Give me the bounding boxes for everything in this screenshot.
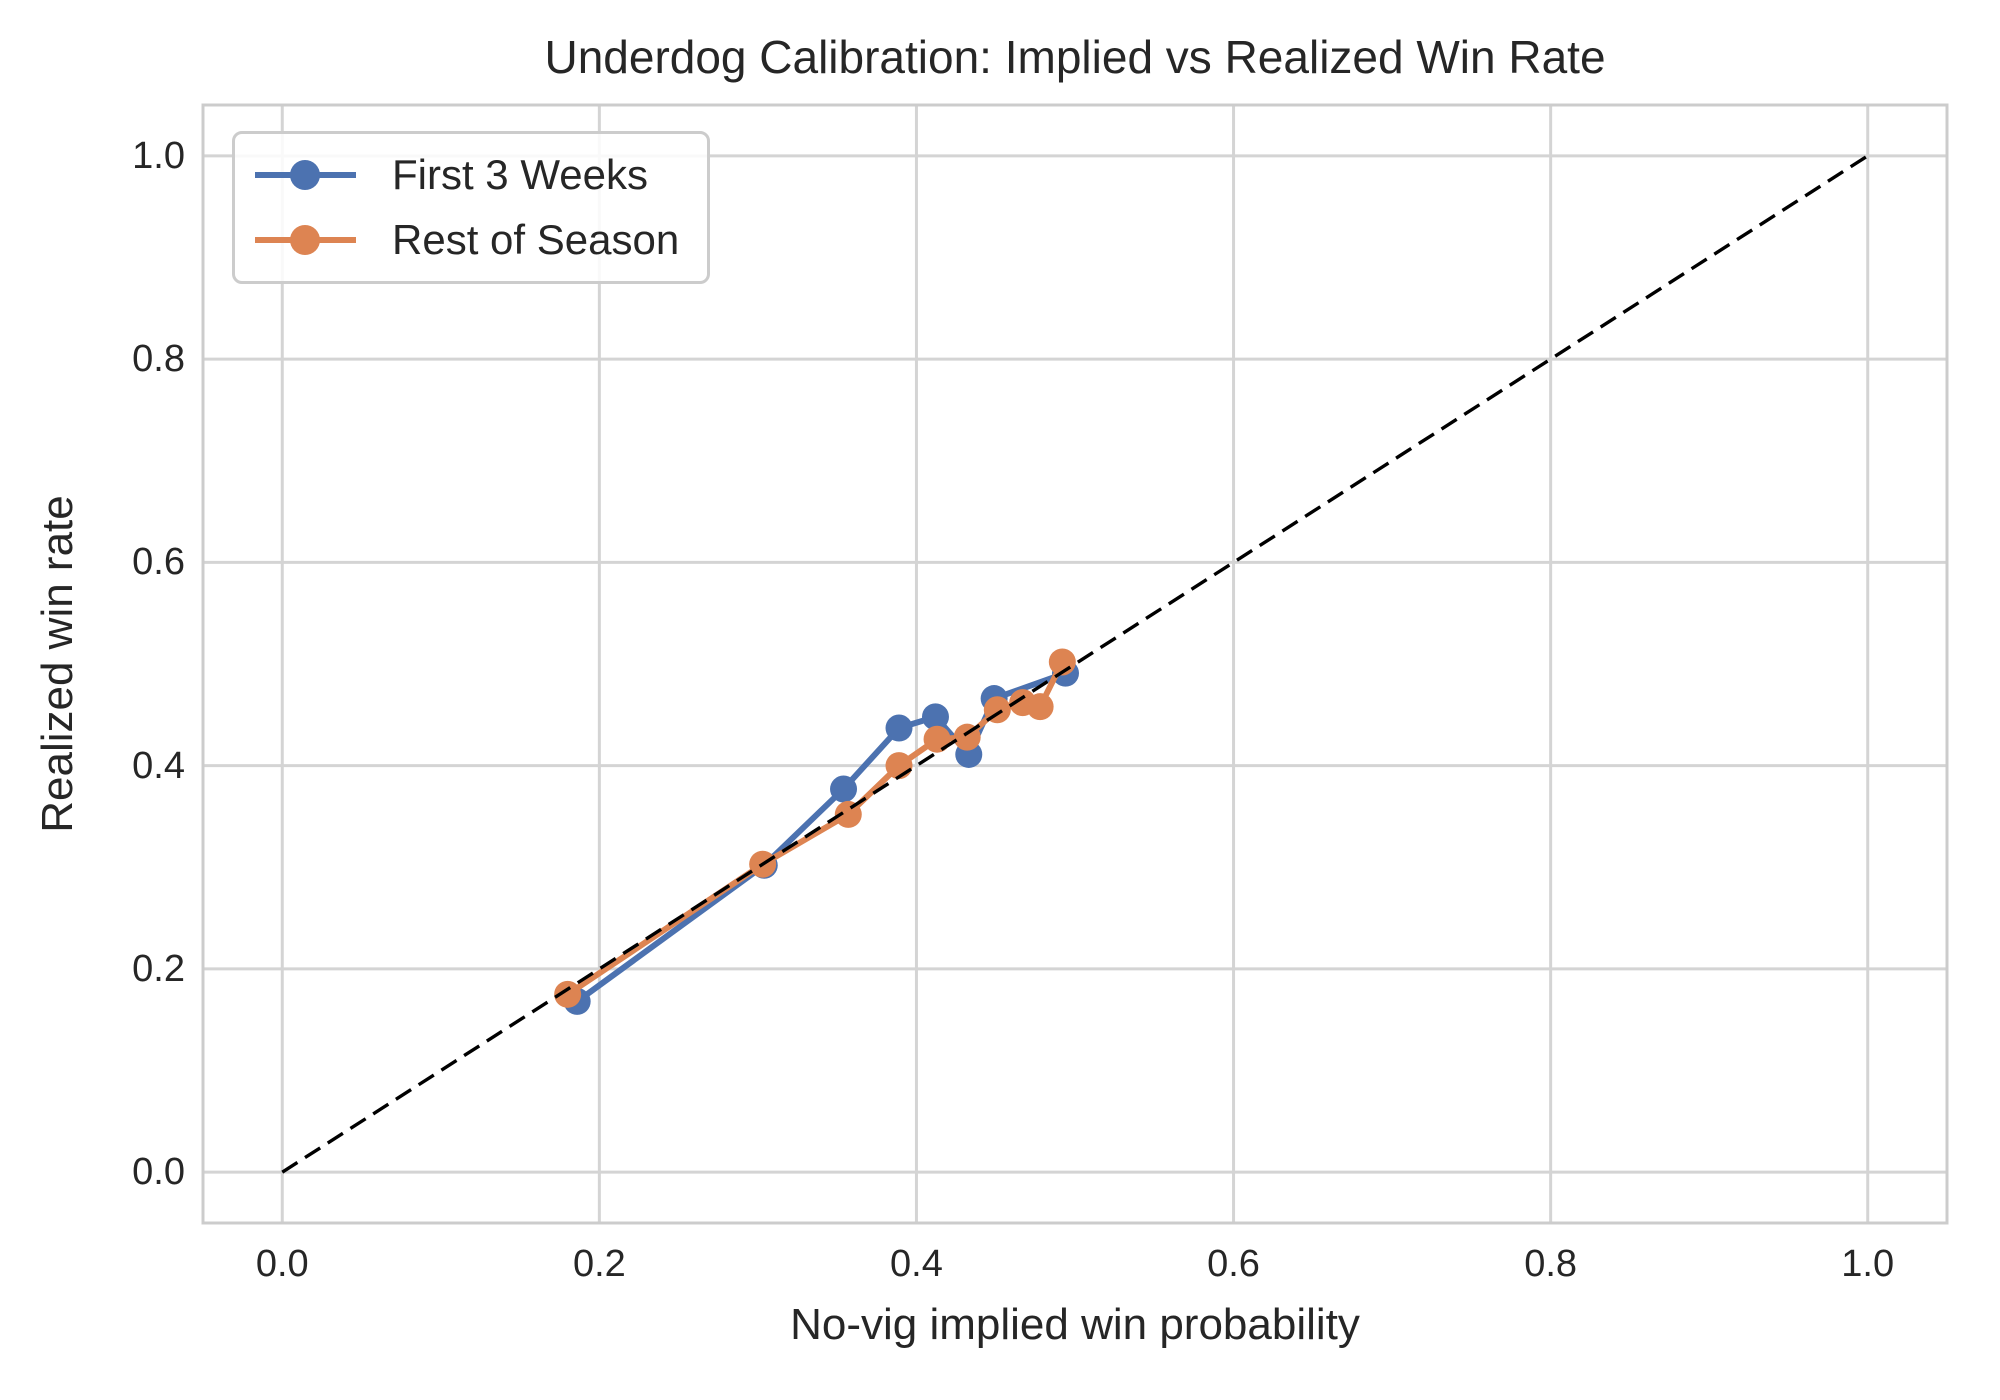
y-tick-label: 0.6: [132, 541, 185, 584]
line-marker-icon: [255, 225, 356, 256]
legend-label: Rest of Season: [392, 216, 680, 264]
series-line-0: [574, 670, 1069, 1005]
data-point-marker: [834, 800, 862, 828]
data-point-marker: [830, 775, 858, 803]
chart-title: Underdog Calibration: Implied vs Realize…: [544, 31, 1606, 83]
data-point-marker: [554, 980, 582, 1008]
x-tick-label: 0.8: [1524, 1243, 1578, 1285]
legend-label: First 3 Weeks: [392, 150, 648, 198]
y-tick-label: 1.0: [132, 134, 185, 177]
data-point-marker: [923, 725, 951, 753]
y-tick-label: 0.0: [132, 1151, 185, 1194]
y-tick-label: 0.2: [132, 947, 185, 990]
legend-entry-rest-of-season: Rest of Season: [253, 216, 689, 264]
legend-entry-first-3-weeks: First 3 Weeks: [253, 151, 689, 199]
y-tick-label: 0.4: [132, 744, 185, 787]
x-tick-label: 0.2: [572, 1243, 626, 1285]
y-tick-label: 0.8: [132, 338, 185, 381]
x-tick-label: 1.0: [1841, 1243, 1895, 1285]
x-axis-label: No-vig implied win probability: [790, 1300, 1360, 1349]
legend: First 3 Weeks Rest of Season: [232, 131, 710, 284]
data-point-marker: [885, 714, 913, 742]
reference-diagonal-line: [281, 154, 1869, 1174]
data-point-marker: [1026, 693, 1054, 721]
data-point-marker: [921, 703, 949, 731]
x-tick-label: 0.0: [255, 1243, 309, 1285]
plot-border: [201, 103, 1949, 1225]
x-tick-label: 0.6: [1207, 1243, 1260, 1285]
x-tick-label: 0.4: [890, 1243, 943, 1285]
line-marker-icon: [255, 159, 356, 190]
